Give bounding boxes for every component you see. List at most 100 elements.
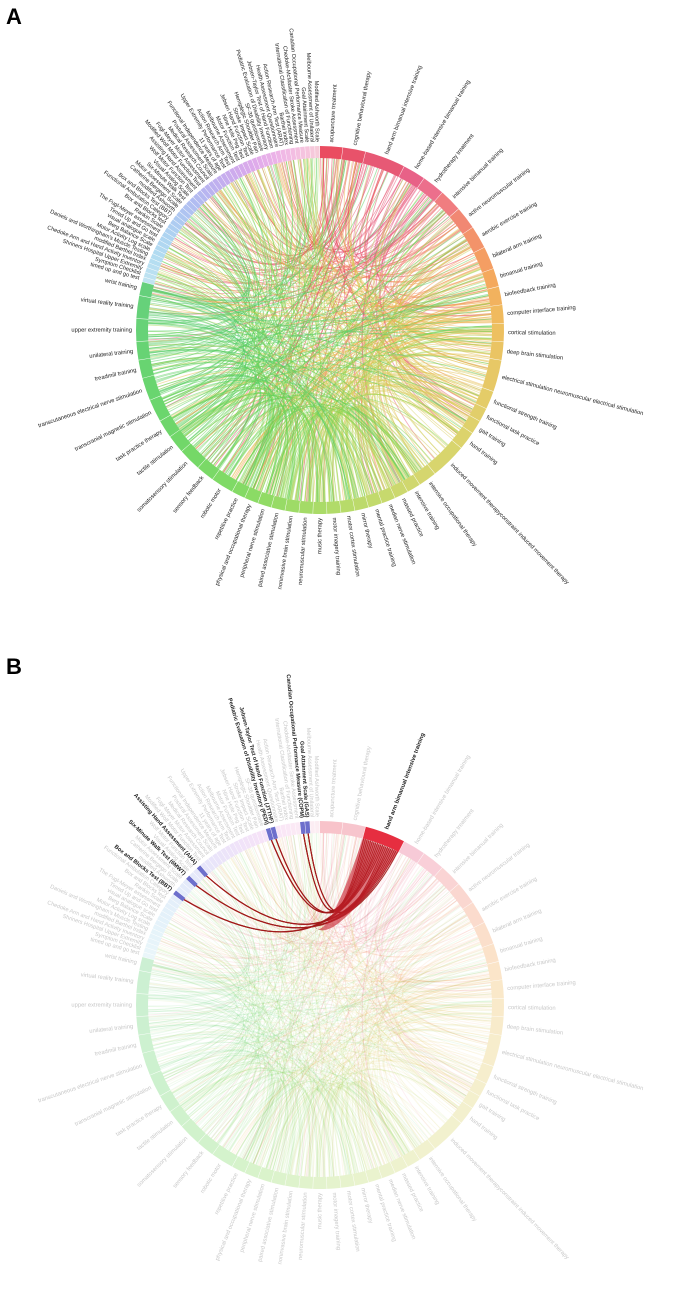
chord-link [189,1071,368,1171]
ring-arc-the-fugl-meyer-assessment [162,231,175,242]
chord-link [379,864,472,1087]
chord-link [276,838,478,957]
ring-arc-visual-analog-scale [189,197,202,209]
chord-link [151,968,410,1153]
chord-link [335,833,475,953]
chord-link [363,305,491,492]
chord-link [161,1053,325,1177]
segment-label: Modified Ashworth Scale [313,81,320,142]
segment-label: induced movement therapyconstraint induc… [449,1138,570,1261]
segment-label: tactile stimulation [136,1120,175,1152]
chord-link [153,880,439,974]
chord-link [365,871,430,1159]
ring-arcs [136,146,504,514]
chord-link [261,842,370,1170]
chord-link [148,962,487,1013]
chord-link [159,885,444,965]
ring-arc-peripheral-nerve-stimulation [257,1166,275,1183]
chord-link [183,276,484,436]
ring-arc-symptom-checklist [143,272,157,281]
chord-link [260,1067,458,1167]
chord-link [151,971,357,1174]
chord-link [148,938,479,1020]
chord-link [372,971,489,1160]
chord-link [157,946,487,1051]
segment-label: aerobic exercise training [481,201,538,238]
ring-arc-massed-practice [390,1156,408,1173]
ring-arc-motor-assessment-scale [182,879,195,891]
ring-arc-fugl-meyer-motor-assessment [204,184,216,197]
ring-arc-electrical-stimulation-neuromuscular-electrical- [482,1033,502,1067]
chord-link [222,895,453,1148]
chord-link [148,322,467,422]
ring-arc-catherine-bergego-scale [179,207,192,220]
chord-link [148,309,491,322]
chord-link [153,961,467,1097]
chord-link [370,1066,458,1157]
ring-arc-median-nerve-stimulation [378,1162,395,1179]
segment-label: robotic motor [200,1163,223,1195]
chord-link [163,1043,245,1091]
chord-link [171,1043,477,1093]
chord-link [337,834,492,1007]
chord-link [171,1061,278,1167]
chord-link [179,1066,370,1171]
ring-arc-timed-up-and-go-test [159,236,173,246]
segment-label: cortical stimulation [508,1005,556,1012]
ring-arc-transcutaneous-electrical-nerve-stimulation [142,375,161,400]
chord-link [167,925,295,1175]
chord-link [164,872,256,1080]
ring-arc-computer-interface-training [490,304,504,324]
chord-link [282,403,432,498]
chord-link [153,919,242,1049]
chord-link [183,1070,325,1177]
chord-link [150,1004,493,1038]
chord-link [375,872,435,1134]
segment-label: intensive occupational therapy [427,481,477,548]
ring-arc-stroke-impact-scale [251,832,261,846]
ring-arc-home-based-intensive-bimanual-training [398,166,424,189]
ring-arc-task-practice-therapy [160,1090,180,1112]
chord-links [148,158,493,503]
chord-link [148,1018,411,1153]
chord-link [247,848,399,1159]
chord-link [182,1069,323,1177]
chord-link [346,1080,424,1174]
chord-link [375,854,491,983]
chord-link [161,836,293,1073]
ring-arc-functional-strength-training [475,1062,494,1084]
segment-label: motor imagery training [331,517,341,575]
ring-arc-berg-balance-scale [154,244,168,255]
chord-link [289,835,479,958]
chord-link [211,915,468,1139]
chord-link [355,1081,408,1166]
segment-label: upper extremity training [71,328,132,334]
segment-label: gait training [478,427,507,448]
chord-link [213,1080,311,1177]
segment-label: neuromuscular stimulation [298,517,309,585]
chord-link [373,923,472,1156]
chord-link [332,411,391,502]
ring-arc-unilateral-training [136,341,151,360]
chord-link [175,952,484,1100]
chord-link [148,999,352,1175]
chord-link [267,841,389,1163]
chord-link [149,884,249,985]
chord-link [164,931,489,983]
chord-link [174,871,430,1098]
panel-a: A acupuncture treatment cognitive behavio… [6,4,644,590]
chord-link [148,319,333,502]
ring-arc-virtual-reality-training [136,295,152,320]
chord-link [322,1058,473,1177]
highlight-link [195,851,399,929]
chord-link [353,1082,403,1168]
chord-link [299,834,331,1177]
chord-link [152,1037,301,1176]
ring-arc-pediatric-evaluation-of-disability-inventory [265,152,274,166]
chord-link [250,847,492,999]
ring-arc-cognitive-behavioural-therapy [341,822,366,839]
chord-link [304,833,473,1086]
ring-arc-functional-independence-measure [216,175,227,188]
segment-label: music therapy [317,1193,323,1229]
chord-link [336,833,488,1044]
